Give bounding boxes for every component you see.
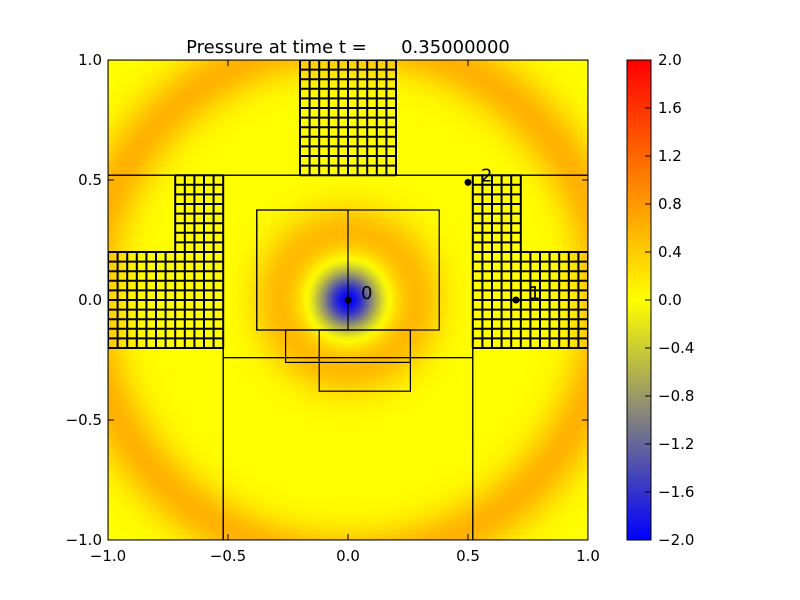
fine-grid-2 bbox=[108, 251, 225, 349]
y-tick-label: −1.0 bbox=[66, 531, 102, 549]
y-tick-label: 0.0 bbox=[78, 291, 102, 309]
y-tick-label: 1.0 bbox=[78, 51, 102, 69]
amr-patch-outlines bbox=[108, 60, 588, 540]
colorbar: 2.0 1.6 1.2 0.8 0.4 0.0 −0.4 −0.8 −1.2 −1.6 −2.0 bbox=[626, 51, 694, 549]
fine-grid-0 bbox=[299, 60, 397, 177]
patch-outline-6 bbox=[108, 60, 588, 176]
colorbar-tick-label: −1.6 bbox=[658, 483, 694, 501]
x-tick-label: 0.5 bbox=[456, 547, 480, 565]
y-tick-label: 0.5 bbox=[78, 171, 102, 189]
y-tick-label: −0.5 bbox=[66, 411, 102, 429]
colorbar-tick-label: −2.0 bbox=[658, 531, 694, 549]
colorbar-tick-label: −0.4 bbox=[658, 339, 694, 357]
colorbar-tick-label: 1.6 bbox=[658, 99, 682, 117]
colorbar-tick-label: 0.0 bbox=[658, 291, 682, 309]
colorbar-tick-label: 1.2 bbox=[658, 147, 682, 165]
colorbar-tick-label: −1.2 bbox=[658, 435, 694, 453]
colorbar-tick-label: 0.4 bbox=[658, 243, 682, 261]
gauge-label-0: 0 bbox=[361, 283, 372, 304]
amr-grid-lines bbox=[108, 60, 588, 349]
gauge-point-0 bbox=[344, 296, 352, 304]
x-tick-label: 1.0 bbox=[576, 547, 600, 565]
gauge-label-1: 1 bbox=[529, 283, 540, 304]
x-tick-label: −0.5 bbox=[210, 547, 246, 565]
patch-outline-10 bbox=[318, 329, 412, 392]
gauges: 0 1 2 bbox=[344, 165, 540, 304]
x-tick-label: 0.0 bbox=[336, 547, 360, 565]
gauge-label-2: 2 bbox=[481, 165, 492, 186]
gauge-point-2 bbox=[464, 178, 472, 186]
axes: −1.0 −0.5 0.0 0.5 1.0 −1.0 −0.5 0.0 0.5 1.0 bbox=[66, 51, 600, 565]
x-tick-label: −1.0 bbox=[90, 547, 126, 565]
chart-title: Pressure at time t = 0.35000000 bbox=[186, 37, 510, 58]
colorbar-tick-label: 2.0 bbox=[658, 51, 682, 69]
patch-outline-4 bbox=[108, 347, 224, 540]
colorbar-tick-label: 0.8 bbox=[658, 195, 682, 213]
colorbar-tick-label: −0.8 bbox=[658, 387, 694, 405]
gauge-point-1 bbox=[512, 296, 520, 304]
